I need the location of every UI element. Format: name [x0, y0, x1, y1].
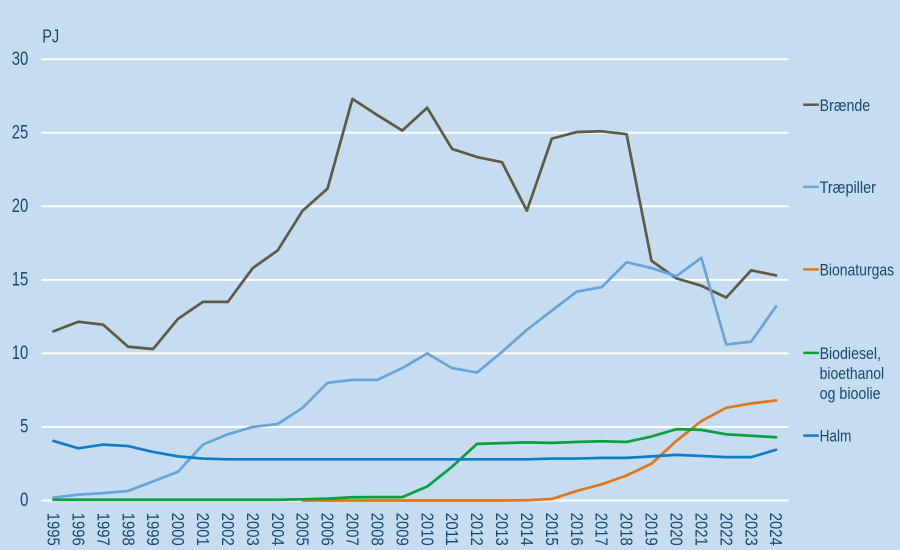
svg-text:2018: 2018 [617, 513, 637, 546]
svg-text:2007: 2007 [343, 513, 363, 546]
svg-text:Brænde: Brænde [820, 97, 871, 115]
svg-text:2010: 2010 [417, 513, 437, 546]
svg-text:2006: 2006 [318, 513, 338, 546]
svg-text:2009: 2009 [392, 513, 412, 546]
svg-text:Biodiesel,: Biodiesel, [820, 345, 881, 363]
svg-text:2002: 2002 [218, 513, 238, 546]
svg-text:5: 5 [20, 417, 28, 438]
svg-text:30: 30 [12, 49, 29, 70]
svg-text:1995: 1995 [44, 513, 64, 546]
svg-text:20: 20 [12, 196, 29, 217]
svg-text:2019: 2019 [642, 513, 662, 546]
svg-text:2017: 2017 [592, 513, 612, 546]
svg-text:og bioolie: og bioolie [820, 385, 881, 403]
svg-text:25: 25 [12, 122, 29, 143]
svg-text:2022: 2022 [716, 513, 736, 546]
svg-text:2004: 2004 [268, 513, 288, 546]
svg-text:2020: 2020 [667, 513, 687, 546]
svg-text:0: 0 [20, 490, 28, 511]
svg-text:Bionaturgas: Bionaturgas [820, 262, 895, 280]
svg-text:Halm: Halm [820, 428, 852, 446]
svg-text:2024: 2024 [766, 513, 786, 546]
svg-text:2015: 2015 [542, 513, 562, 546]
svg-text:2003: 2003 [243, 513, 263, 546]
svg-text:2021: 2021 [691, 513, 711, 546]
svg-text:Træpiller: Træpiller [820, 179, 877, 197]
svg-text:2001: 2001 [193, 513, 213, 546]
svg-text:10: 10 [12, 343, 29, 364]
svg-text:1998: 1998 [118, 513, 138, 546]
svg-text:PJ: PJ [42, 26, 59, 46]
svg-text:2008: 2008 [367, 513, 387, 546]
svg-text:2012: 2012 [467, 513, 487, 546]
svg-text:1999: 1999 [143, 513, 163, 546]
svg-text:2016: 2016 [567, 513, 587, 546]
svg-text:2023: 2023 [741, 513, 761, 546]
svg-text:1997: 1997 [93, 513, 113, 546]
svg-text:2005: 2005 [293, 513, 313, 546]
svg-text:1996: 1996 [68, 513, 88, 546]
svg-text:2000: 2000 [168, 513, 188, 546]
svg-text:2013: 2013 [492, 513, 512, 546]
svg-text:2014: 2014 [517, 513, 537, 546]
svg-text:15: 15 [12, 270, 29, 291]
svg-text:2011: 2011 [442, 513, 462, 546]
svg-text:bioethanol: bioethanol [820, 365, 885, 383]
